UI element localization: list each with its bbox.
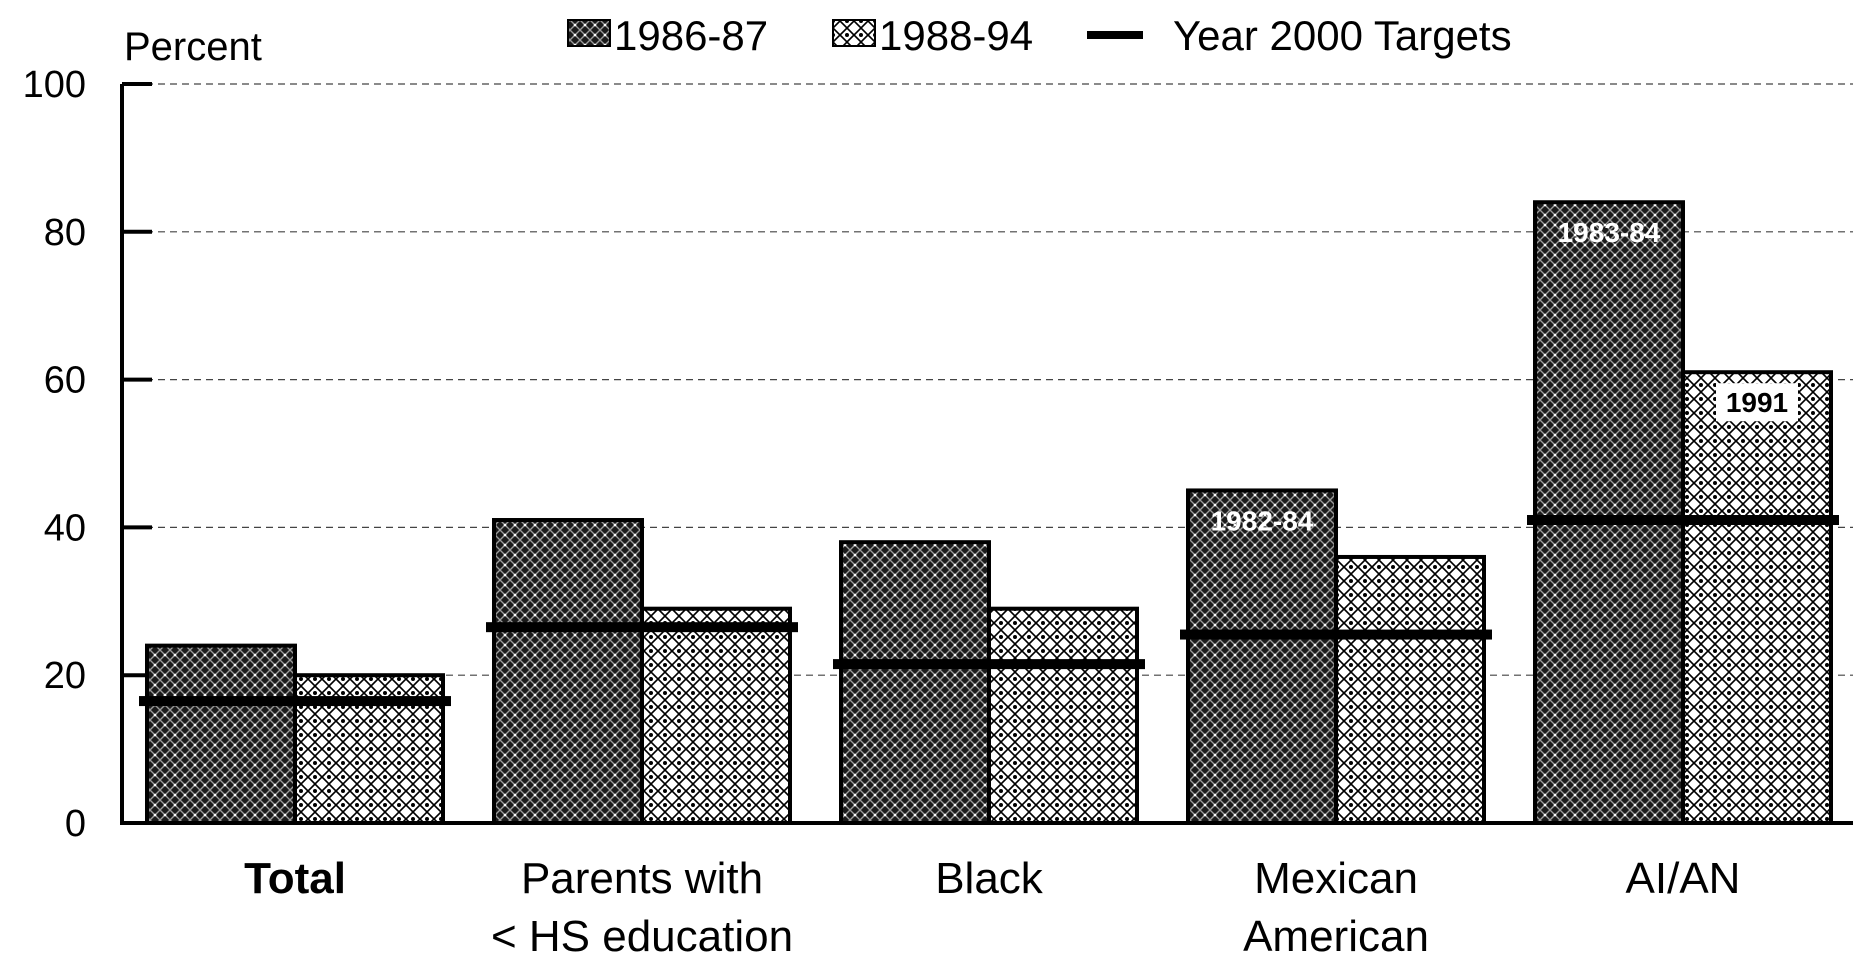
axes	[120, 84, 1853, 825]
category-label: Parents with	[521, 854, 763, 903]
legend: 1986-87 1988-94 Year 2000 Targets	[567, 12, 1512, 59]
bars	[145, 200, 1833, 826]
bar-1988-94-1	[640, 606, 792, 825]
y-tick-label: 80	[44, 212, 86, 254]
y-tick-label: 60	[44, 360, 86, 402]
bar-note-label: 1991	[1726, 387, 1788, 418]
bar-note-bg	[1716, 383, 1798, 422]
category-label: American	[1243, 912, 1429, 956]
target-line-0	[139, 696, 451, 707]
legend-swatch-targets	[1087, 31, 1143, 39]
bar-1988-94-3	[1334, 554, 1486, 826]
target-line-1	[486, 622, 798, 633]
category-label: Total	[244, 854, 346, 903]
y-tick-label: 100	[23, 64, 86, 106]
y-tick-label: 20	[44, 655, 86, 697]
bar-1988-94-4	[1681, 370, 1833, 825]
legend-label-targets: Year 2000 Targets	[1173, 12, 1512, 59]
legend-label-1986-87: 1986-87	[614, 12, 768, 59]
y-tick-label: 40	[44, 507, 86, 549]
bar-1988-94-2	[987, 606, 1139, 825]
bar-note-label: 1982-84	[1211, 505, 1314, 536]
category-label: Black	[935, 854, 1044, 903]
category-label: AI/AN	[1626, 854, 1741, 903]
target-line-2	[833, 659, 1145, 670]
y-axis-label: Percent	[124, 25, 262, 69]
bar-1986-87-3	[1186, 488, 1338, 825]
bar-note-label: 1983-84	[1558, 217, 1661, 248]
category-labels: Total Parents with < HS education Black Mexi…	[244, 854, 1740, 956]
y-tick-labels: 0 20 40 60 80 100	[23, 64, 86, 845]
target-line-4	[1527, 515, 1839, 526]
y-tick-label: 0	[65, 803, 86, 845]
bar-1986-87-1	[492, 518, 644, 825]
bar-1986-87-4	[1533, 200, 1685, 826]
category-label: Mexican	[1254, 854, 1418, 903]
category-label: < HS education	[491, 912, 793, 956]
bar-1986-87-0	[145, 643, 297, 826]
bar-1986-87-2	[839, 540, 991, 825]
legend-swatch-1988-94	[832, 19, 876, 47]
bar-notes: 1982-84 1983-84 1991	[1211, 217, 1798, 536]
legend-swatch-1986-87	[567, 19, 611, 47]
legend-label-1988-94: 1988-94	[879, 12, 1033, 59]
target-line-3	[1180, 629, 1492, 640]
target-lines	[139, 515, 1839, 707]
